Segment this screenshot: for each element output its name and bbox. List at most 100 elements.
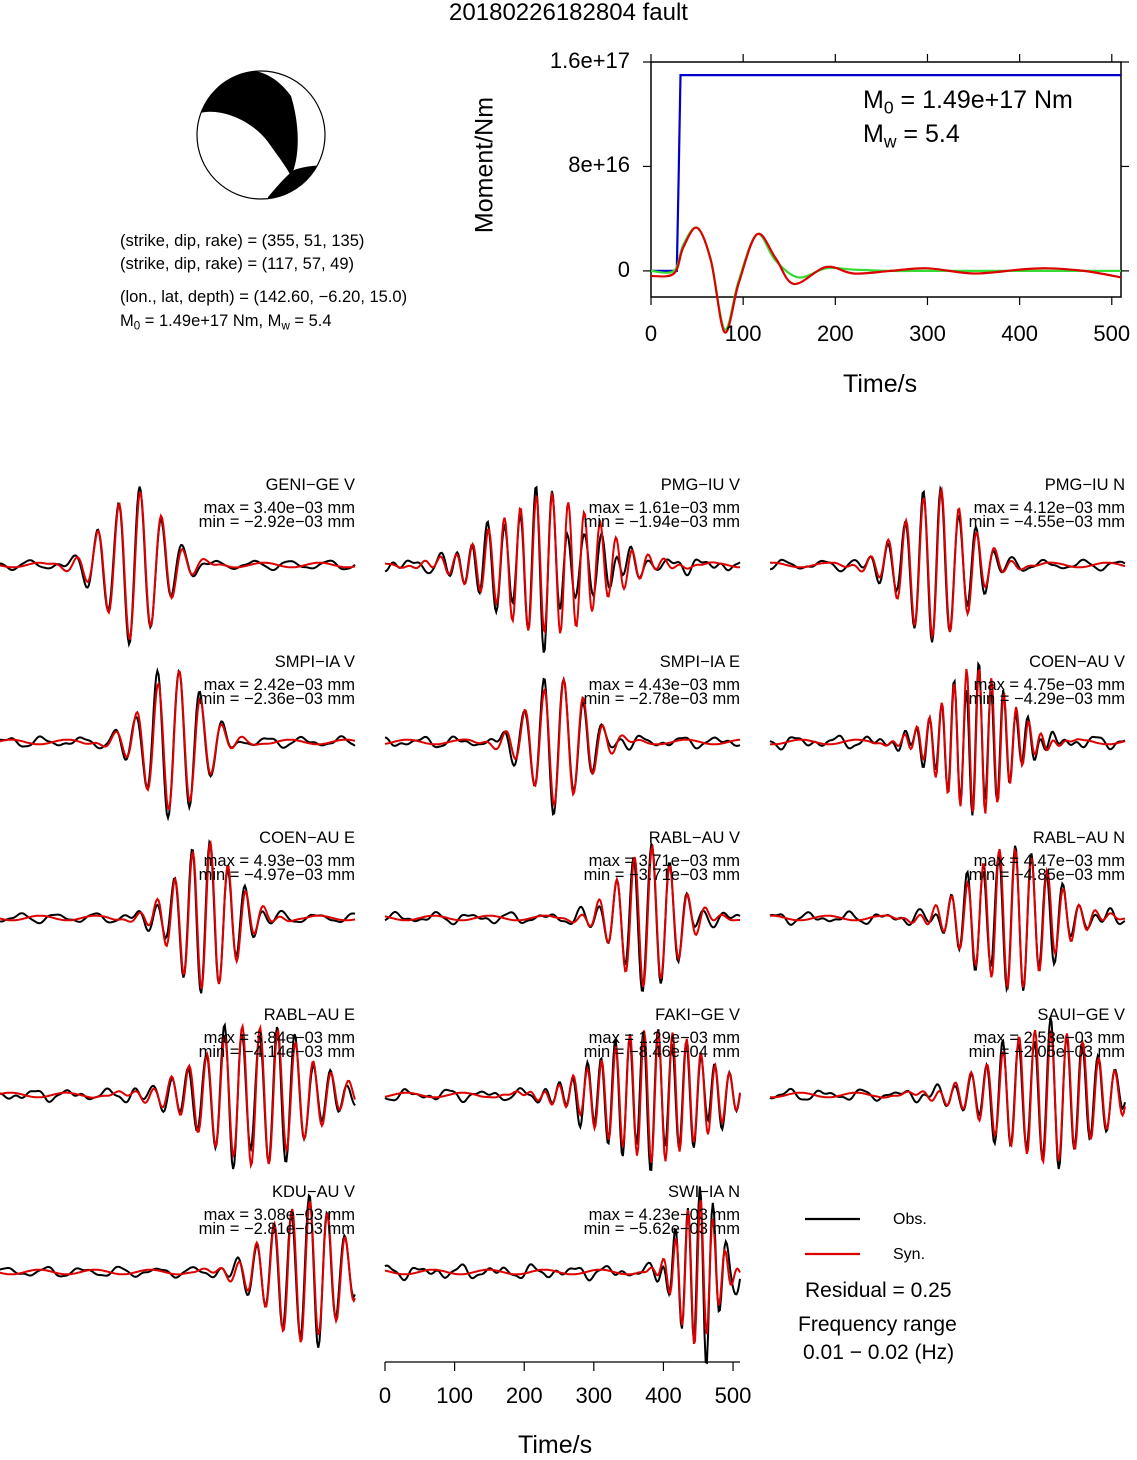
waveform-xtick-label: 400 (645, 1383, 682, 1408)
station-name: GENI−GE V (265, 476, 355, 494)
station-min: min = −4.29e−03 mm (968, 690, 1125, 708)
moment-magnitude-line: M0 = 1.49e+17 Nm, Mw = 5.4 (120, 312, 332, 333)
station-panel (384, 485, 741, 653)
synthetic-trace (770, 1029, 1126, 1166)
station-panel (769, 1017, 1126, 1170)
station-min: min = −2.92e−03 mm (198, 513, 355, 531)
station-max: max = 4.43e−03 mm (588, 676, 740, 694)
legend-syn-label: Syn. (893, 1246, 926, 1263)
waveform-panels (0, 484, 1126, 1365)
moment-fit-line (650, 226, 1122, 334)
station-name: PMG−IU V (660, 476, 740, 494)
figure-title: 20180226182804 fault (449, 0, 688, 26)
synthetic-trace (384, 676, 741, 809)
moment-xtick-label: 500 (1093, 321, 1131, 346)
synthetic-trace (0, 839, 356, 990)
station-min: min = −4.85e−03 mm (968, 866, 1125, 884)
station-panel (769, 484, 1126, 643)
station-panel (769, 660, 1126, 816)
moment-model-line (650, 226, 1121, 331)
frequency-range-label: Frequency range (798, 1313, 957, 1336)
synthetic-trace (384, 490, 740, 635)
waveform-xtick-label: 500 (714, 1383, 752, 1408)
moment-function-line (651, 74, 1121, 272)
synthetic-trace (0, 1022, 356, 1170)
synthetic-trace (769, 668, 1126, 814)
observed-trace (0, 486, 356, 648)
frequency-range-value: 0.01 − 0.02 (Hz) (803, 1341, 955, 1364)
station-min: min = −3.71e−03 mm (583, 866, 740, 884)
hypocenter: (lon., lat, depth) = (142.60, −6.20, 15.… (120, 288, 408, 306)
moment-ytick-label: 0 (617, 256, 630, 282)
moment-xtick-label: 400 (1001, 321, 1038, 346)
station-min: min = −4.97e−03 mm (198, 866, 355, 884)
station-name: SAUI−GE V (1037, 1006, 1125, 1024)
station-max: max = 4.47e−03 mm (973, 852, 1125, 870)
moment-plot-frame (650, 61, 1122, 298)
synthetic-trace (770, 847, 1126, 991)
moment-annotation-m0: M0 = 1.49e+17 Nm (863, 86, 1073, 118)
station-max: max = 3.84e−03 mm (203, 1029, 355, 1047)
station-max: max = 2.53e−03 mm (973, 1029, 1125, 1047)
station-max: max = 4.75e−03 mm (973, 676, 1125, 694)
synthetic-trace (0, 670, 356, 811)
station-max: max = 3.08e−03 mm (203, 1206, 355, 1224)
station-name: SMPI−IA V (274, 653, 355, 671)
station-min: min = −8.46e−04 mm (583, 1043, 740, 1061)
residual-label: Residual = 0.25 (805, 1279, 952, 1302)
waveform-xtick-label: 200 (505, 1383, 543, 1408)
moment-plot (643, 54, 1129, 334)
moment-xlabel: Time/s (843, 370, 918, 398)
moment-xtick-label: 200 (816, 321, 854, 346)
station-min: min = −5.62e−03 mm (583, 1220, 740, 1238)
station-max: max = 3.40e−03 mm (203, 499, 355, 517)
waveform-time-axis (384, 1361, 740, 1371)
synthetic-trace (770, 485, 1126, 641)
station-panel (0, 486, 356, 648)
station-min: min = −1.94e−03 mm (583, 513, 740, 531)
station-max: max = 4.93e−03 mm (203, 852, 355, 870)
moment-series (650, 74, 1122, 334)
moment-mw-value: 5.4 (924, 120, 960, 148)
station-name: RABL−AU N (1032, 829, 1125, 847)
focal-plane-1: (strike, dip, rake) = (355, 51, 135) (120, 232, 365, 250)
station-panel (0, 1193, 356, 1348)
station-min: min = −2.05e−03 mm (968, 1043, 1125, 1061)
station-panel (384, 841, 741, 992)
beachball-outline (196, 70, 326, 200)
beachball-icon (196, 70, 326, 200)
station-max: max = 3.71e−03 mm (588, 852, 740, 870)
station-name: RABL−AU E (263, 1006, 355, 1024)
station-panel (769, 845, 1126, 994)
synthetic-trace (384, 843, 740, 988)
moment-m0-value: 1.49e+17 Nm (922, 86, 1073, 114)
focal-plane-2: (strike, dip, rake) = (117, 57, 49) (120, 255, 355, 273)
station-name: COEN−AU E (259, 829, 355, 847)
station-min: min = −2.81e−03 mm (198, 1220, 355, 1238)
station-max: max = 1.61e−03 mm (588, 499, 740, 517)
station-panel (0, 667, 356, 822)
station-name: KDU−AU V (272, 1183, 355, 1201)
station-max: max = 2.42e−03 mm (203, 676, 355, 694)
moment-annotation-mw: Mw = 5.4 (863, 120, 960, 152)
station-name: FAKI−GE V (655, 1006, 740, 1024)
waveform-xtick-label: 300 (575, 1383, 613, 1408)
m0-value: 1.49e+17 Nm (158, 312, 259, 330)
synthetic-trace (0, 1200, 356, 1343)
moment-ytick-label: 8e+16 (568, 152, 630, 178)
waveform-xtick-label: 100 (436, 1383, 473, 1408)
station-name: SMPI−IA E (659, 653, 740, 671)
station-name: COEN−AU V (1029, 653, 1125, 671)
moment-xtick-label: 100 (724, 321, 762, 346)
station-max: max = 4.23e−03 mm (588, 1206, 740, 1224)
moment-axes (643, 54, 1129, 305)
station-panel (384, 1186, 741, 1365)
synthetic-trace (384, 1199, 741, 1345)
waveform-xlabel: Time/s (518, 1431, 593, 1459)
station-min: min = −4.55e−03 mm (968, 513, 1125, 531)
station-min: min = −2.36e−03 mm (198, 690, 355, 708)
synthetic-trace (384, 1030, 741, 1164)
station-min: min = −4.14e−03 mm (198, 1043, 355, 1061)
station-name: PMG−IU N (1044, 476, 1125, 494)
